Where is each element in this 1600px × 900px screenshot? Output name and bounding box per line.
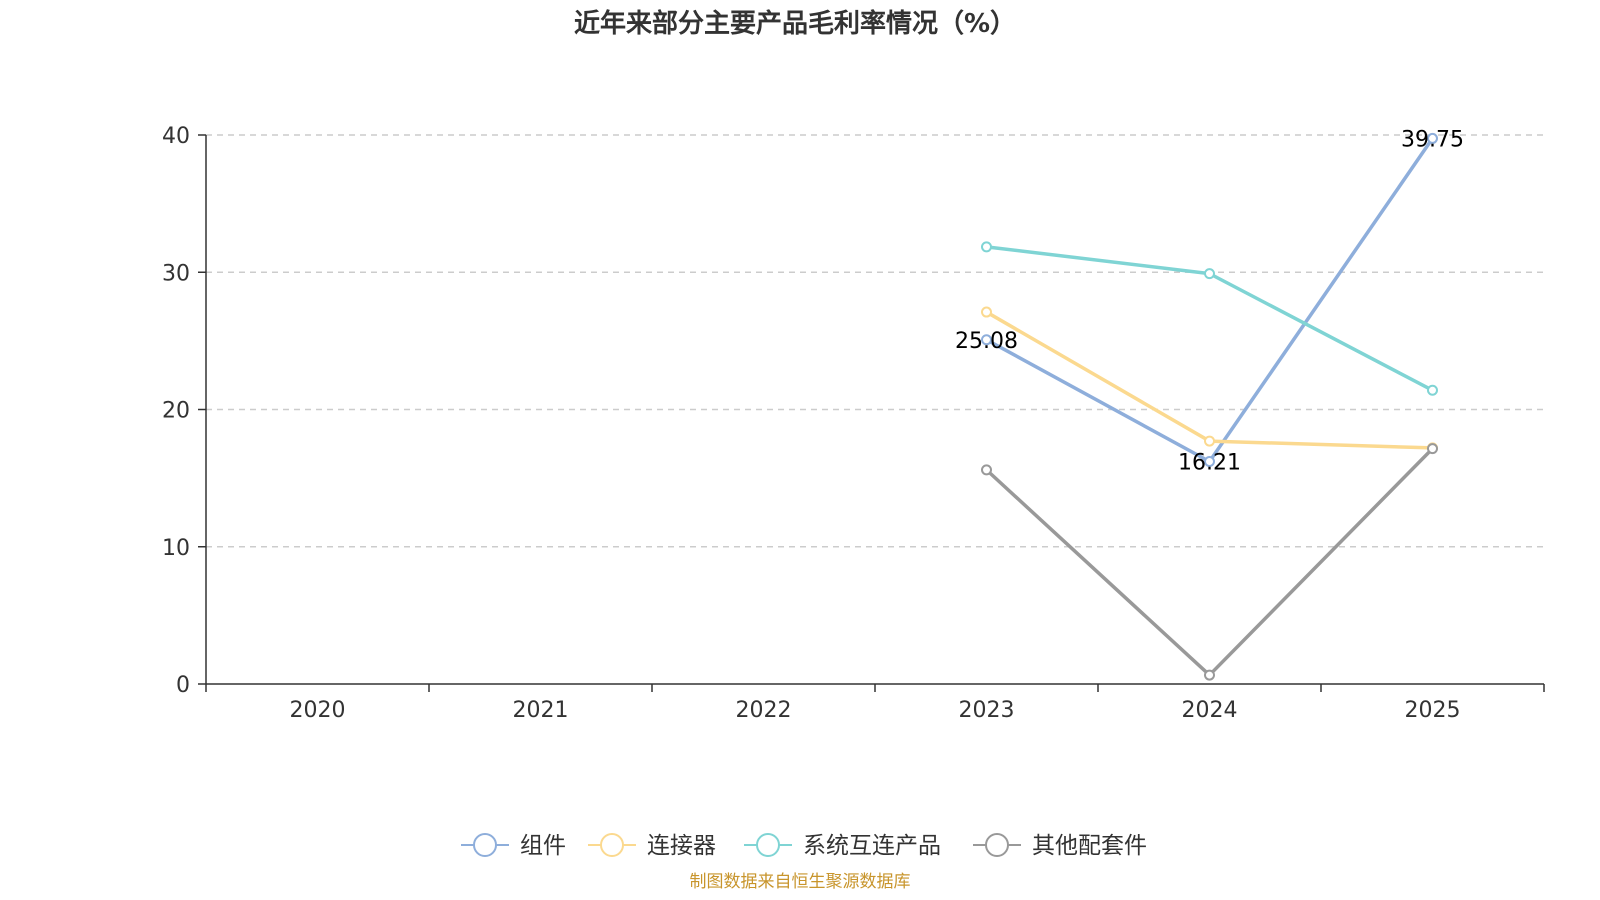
x-tick-label: 2021 bbox=[513, 698, 569, 723]
grid-layer bbox=[206, 134, 1544, 548]
legend-item: 其他配套件 bbox=[973, 833, 1147, 859]
legend-swatch-marker bbox=[756, 833, 780, 857]
x-tick-label: 2024 bbox=[1182, 698, 1238, 723]
series-line bbox=[984, 310, 1435, 450]
legend-item: 系统互连产品 bbox=[744, 833, 941, 859]
legend-swatch-marker bbox=[985, 833, 1009, 857]
x-tick-label: 2020 bbox=[290, 698, 346, 723]
series-line bbox=[984, 446, 1435, 677]
data-point bbox=[981, 464, 992, 476]
x-tick-label: 2025 bbox=[1405, 698, 1461, 723]
legend-label: 组件 bbox=[520, 833, 566, 859]
data-label: 39.75 bbox=[1401, 127, 1464, 152]
legend: 组件 连接器 系统互连产品 其他配套件 bbox=[461, 833, 1147, 859]
y-tick-label: 30 bbox=[162, 261, 190, 286]
data-label: 25.08 bbox=[955, 329, 1018, 354]
legend-label: 其他配套件 bbox=[1032, 833, 1147, 859]
series-line bbox=[984, 136, 1435, 464]
series-layer bbox=[981, 132, 1438, 681]
axis-layer: 0 10 20 30 40 2020 2021 2022 2023 2024 2025 bbox=[162, 124, 1545, 723]
data-point bbox=[981, 241, 992, 253]
data-point bbox=[981, 334, 992, 346]
legend-item: 组件 bbox=[461, 833, 566, 859]
y-tick-label: 10 bbox=[162, 536, 190, 561]
x-tick-label: 2023 bbox=[959, 698, 1015, 723]
data-label-layer: 25.08 16.21 39.75 bbox=[955, 127, 1464, 475]
data-point bbox=[1427, 132, 1438, 144]
y-tick-label: 40 bbox=[162, 124, 190, 149]
data-point bbox=[1204, 669, 1215, 681]
source-note: 制图数据来自恒生聚源数据库 bbox=[690, 872, 911, 892]
data-point bbox=[1427, 384, 1438, 396]
data-point bbox=[1427, 443, 1438, 455]
data-point bbox=[1204, 456, 1215, 468]
legend-swatch-marker bbox=[473, 833, 497, 857]
data-label: 16.21 bbox=[1178, 451, 1241, 476]
legend-label: 系统互连产品 bbox=[803, 833, 941, 859]
legend-swatch-marker bbox=[600, 833, 624, 857]
legend-label: 连接器 bbox=[647, 833, 716, 859]
y-tick-label: 0 bbox=[176, 673, 190, 698]
x-tick-label: 2022 bbox=[736, 698, 792, 723]
data-point bbox=[981, 306, 992, 318]
legend-item: 连接器 bbox=[588, 833, 716, 859]
data-point bbox=[1204, 435, 1215, 447]
y-tick-label: 20 bbox=[162, 399, 190, 424]
chart-title: 近年来部分主要产品毛利率情况（%） bbox=[574, 8, 1016, 39]
data-point bbox=[1204, 268, 1215, 280]
